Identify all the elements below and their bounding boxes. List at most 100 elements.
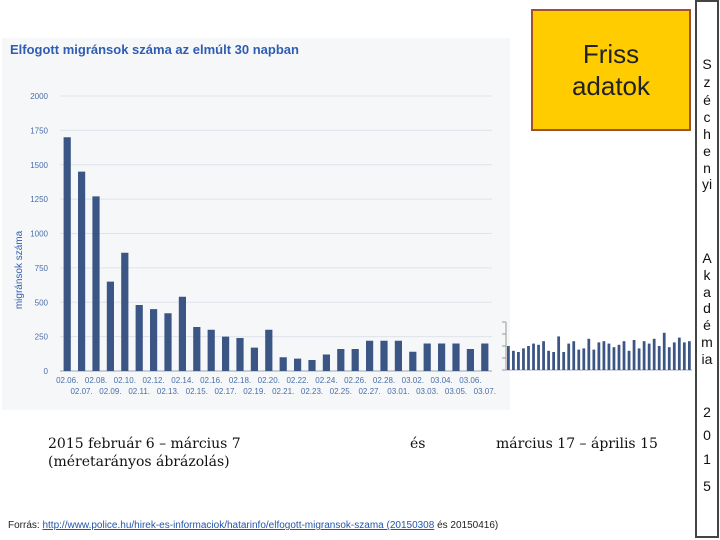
mini-bar <box>622 341 626 370</box>
x-tick-label: 02.06. <box>56 376 78 385</box>
x-tick-label: 03.02. <box>402 376 424 385</box>
bar <box>222 336 230 371</box>
bar <box>207 329 215 371</box>
x-tick-label: 03.06. <box>459 376 481 385</box>
mini-bar <box>662 332 666 370</box>
x-tick-label: 02.16. <box>200 376 222 385</box>
mini-bar <box>667 347 671 370</box>
x-tick-label: 02.18. <box>229 376 251 385</box>
mini-bar <box>577 349 581 370</box>
bar <box>351 349 359 371</box>
bar <box>452 343 460 371</box>
mini-bar <box>572 341 576 370</box>
chart-title: Elfogott migránsok száma az elmúlt 30 na… <box>10 42 299 57</box>
bar <box>481 343 489 371</box>
x-tick-label: 02.23. <box>301 387 323 396</box>
caption-range1-line2: (méretarányos ábrázolás) <box>48 454 230 470</box>
mini-bar <box>612 347 616 370</box>
mini-bar-chart <box>502 321 692 371</box>
x-tick-label: 02.09. <box>99 387 121 396</box>
x-tick-label: 03.07. <box>474 387 496 396</box>
side-label-char: 0 <box>703 427 711 443</box>
bar <box>423 343 431 371</box>
x-tick-label: 02.22. <box>286 376 308 385</box>
x-tick-label: 02.19. <box>243 387 265 396</box>
source-prefix: Forrás: <box>8 520 43 531</box>
mini-bar <box>562 352 566 370</box>
y-tick-label: 500 <box>35 298 49 307</box>
mini-bar <box>537 344 540 370</box>
fresh-data-line1: Friss <box>582 39 640 69</box>
y-tick-label: 1000 <box>30 230 48 239</box>
side-label-char: m <box>701 334 713 350</box>
mini-bar <box>552 352 556 370</box>
source-suffix: és 20150416) <box>434 520 499 531</box>
bar <box>178 296 186 371</box>
bar <box>135 305 143 371</box>
mini-bar <box>602 341 606 370</box>
chart-panel: Elfogott migránsok száma az elmúlt 30 na… <box>2 38 510 410</box>
x-tick-label: 02.12. <box>142 376 164 385</box>
y-tick-label: 750 <box>35 264 49 273</box>
bar <box>380 340 388 371</box>
bar <box>78 171 86 371</box>
side-label-char: 1 <box>703 451 711 467</box>
bar <box>322 354 330 371</box>
side-label-char: e <box>703 143 711 159</box>
mini-bar <box>607 343 611 370</box>
bar <box>308 360 316 371</box>
mini-bar <box>567 343 571 370</box>
mini-bar <box>547 350 550 370</box>
mini-bar <box>507 346 510 370</box>
mini-bar <box>542 341 545 370</box>
bar <box>394 340 402 371</box>
bar <box>106 281 114 371</box>
y-tick-label: 0 <box>44 367 49 376</box>
mini-bar <box>527 346 530 370</box>
source-link[interactable]: http://www.police.hu/hirek-es-informacio… <box>42 520 435 531</box>
side-label-char: yi <box>701 176 713 192</box>
x-tick-label: 03.05. <box>445 387 467 396</box>
mini-bar <box>687 341 691 370</box>
caption-range2: március 17 – április 15 <box>496 436 658 452</box>
side-label-char: S <box>702 56 712 72</box>
x-tick-label: 02.27. <box>358 387 380 396</box>
y-tick-label: 250 <box>35 333 49 342</box>
x-tick-label: 02.08. <box>85 376 107 385</box>
mini-bar <box>647 343 651 370</box>
x-tick-label: 02.24. <box>315 376 337 385</box>
y-tick-label: 1250 <box>30 195 48 204</box>
bar <box>265 329 273 371</box>
bar <box>409 351 417 371</box>
bar <box>121 252 129 371</box>
bar <box>92 196 100 371</box>
y-axis-label: migránsok száma <box>14 230 25 309</box>
y-tick-label: 1500 <box>30 161 48 170</box>
x-tick-label: 02.21. <box>272 387 294 396</box>
x-tick-label: 02.10. <box>114 376 136 385</box>
source-line: Forrás: http://www.police.hu/hirek-es-in… <box>8 520 498 531</box>
mini-bar <box>532 343 535 370</box>
mini-bar <box>517 352 520 370</box>
mini-bar <box>637 348 641 370</box>
mini-bar <box>657 346 661 370</box>
x-tick-label: 02.07. <box>70 387 92 396</box>
side-label-char: é <box>703 92 711 108</box>
x-tick-label: 02.15. <box>186 387 208 396</box>
bar <box>337 349 345 371</box>
side-label-char: 2 <box>703 404 711 420</box>
fresh-data-line2: adatok <box>571 71 651 101</box>
side-label-char: k <box>703 267 711 283</box>
bar <box>279 357 287 371</box>
x-tick-label: 02.20. <box>258 376 280 385</box>
caption-range1-line1: 2015 február 6 – március 7 <box>48 436 241 452</box>
bar <box>294 358 302 371</box>
x-tick-label: 02.13. <box>157 387 179 396</box>
fresh-data-box: Friss adatok <box>531 9 691 131</box>
x-tick-label: 02.26. <box>344 376 366 385</box>
x-tick-label: 03.04. <box>430 376 452 385</box>
mini-bar <box>617 344 621 370</box>
bar <box>150 309 158 371</box>
mini-bar <box>587 338 591 370</box>
bar-chart: 0 250 500 750 1000 1250 1500 1750 2000 02.06. 02.0… <box>14 92 496 396</box>
